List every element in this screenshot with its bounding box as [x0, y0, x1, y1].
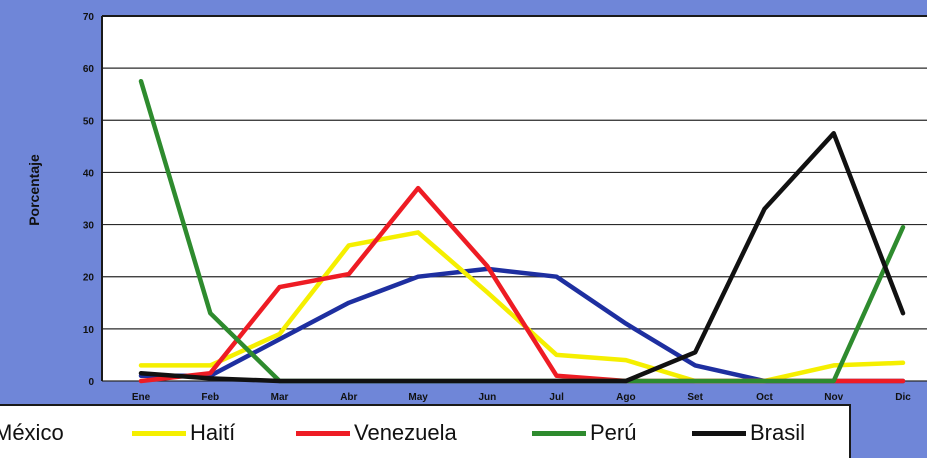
x-tick-label-mar: Mar [271, 392, 289, 403]
y-tick-label-30: 30 [83, 221, 95, 232]
y-tick-label-0: 0 [88, 377, 94, 388]
y-tick-label-10: 10 [83, 325, 95, 336]
x-tick-label-ago: Ago [616, 392, 635, 403]
legend-item-peru: Perú [532, 420, 636, 446]
x-tick-label-may: May [408, 392, 428, 403]
x-tick-label-ene: Ene [132, 392, 151, 403]
legend-item-brasil: Brasil [692, 420, 805, 446]
legend-item-mexico: México [0, 420, 64, 446]
x-tick-label-oct: Oct [756, 392, 773, 403]
x-tick-label-feb: Feb [201, 392, 219, 403]
legend-item-venezuela: Venezuela [296, 420, 457, 446]
legend-line-brasil [692, 430, 746, 436]
y-tick-label-40: 40 [83, 168, 95, 179]
legend-label-haiti: Haití [190, 420, 236, 445]
legend-item-haiti: Haití [132, 420, 235, 446]
x-tick-label-dic: Dic [895, 392, 911, 403]
legend-label-brasil: Brasil [750, 420, 806, 445]
legend-label-mexico: México [0, 420, 64, 445]
x-tick-label-nov: Nov [824, 392, 843, 403]
series-line-brasil [138, 131, 906, 384]
legend-line-haiti [132, 430, 186, 436]
plot-area [102, 16, 927, 381]
x-tick-label-jul: Jul [549, 392, 564, 403]
y-tick-label-50: 50 [83, 116, 95, 127]
x-tick-label-jun: Jun [478, 392, 496, 403]
legend-line-venezuela [296, 430, 350, 436]
legend-label-peru: Perú [590, 420, 637, 445]
y-tick-label-70: 70 [83, 12, 95, 23]
legend-label-venezuela: Venezuela [354, 420, 457, 445]
chart-canvas: 0 10 20 30 40 50 60 70 Ene Feb Mar Abr May Jun Jul Ago S… [83, 12, 927, 403]
y-tick-label-60: 60 [83, 64, 95, 75]
chart-legend: México Haití Venezuela Perú Brasil [0, 404, 851, 458]
legend-line-peru [532, 430, 586, 436]
x-tick-label-set: Set [687, 392, 703, 403]
x-tick-label-abr: Abr [340, 392, 357, 403]
y-tick-label-20: 20 [83, 273, 95, 284]
